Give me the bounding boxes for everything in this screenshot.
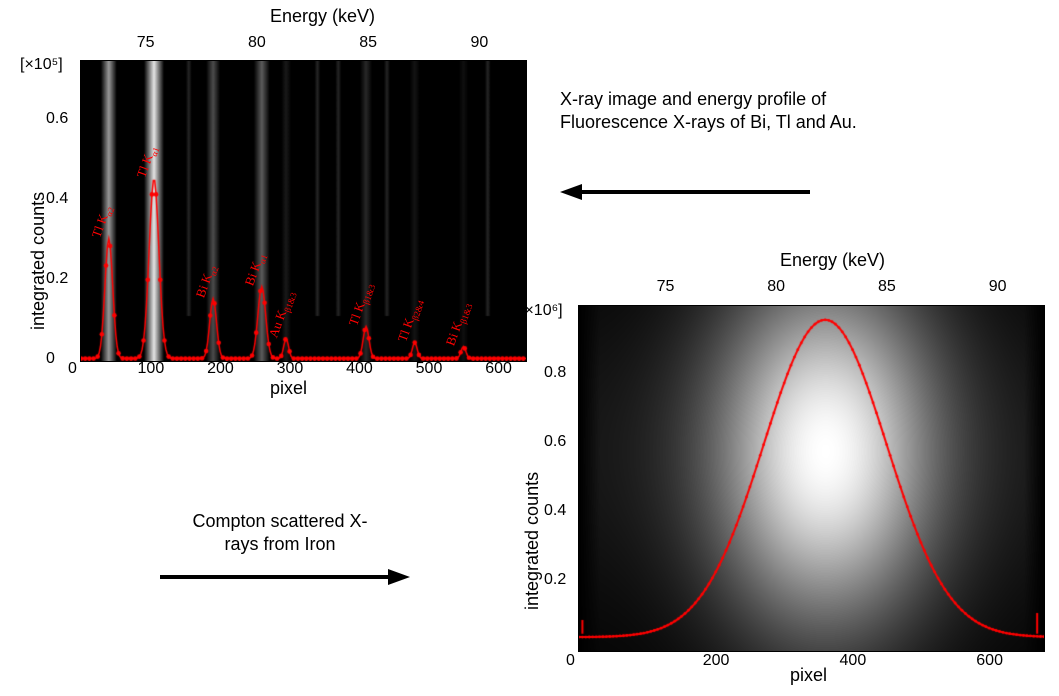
chart1-y-label: integrated counts [28,192,49,330]
chart2-top-tick: 85 [878,278,896,296]
chart2-y-tick: 0.2 [544,571,566,589]
chart2-top-tick: 80 [767,278,785,296]
arrow-right [150,565,410,594]
chart-1: Energy (keV) 75 80 85 90 [×10⁵] Tl Kα2Tl Kα… [20,0,540,400]
chart2-bottom-title: pixel [790,665,827,686]
chart2-bottom-tick: 600 [976,652,1003,670]
arrow-left [560,180,820,209]
caption-top-right-line1: X-ray image and energy profile ofFluores… [560,89,857,132]
chart1-top-tick: 85 [359,34,377,52]
arrow-left-svg [560,180,820,204]
chart2-bottom-tick: 400 [840,652,867,670]
chart2-bottom-tick: 0 [566,652,575,670]
chart2-y-tick: 0.4 [544,502,566,520]
caption-bottom-left: Compton scattered X-rays from Iron [130,510,430,557]
page-root: Energy (keV) 75 80 85 90 [×10⁵] Tl Kα2Tl Kα… [0,0,1059,696]
chart1-bottom-tick: 500 [416,360,443,378]
chart2-y-label: integrated counts [522,472,543,610]
chart1-top-tick: 90 [471,34,489,52]
chart1-bottom-tick: 0 [68,360,77,378]
chart2-y-tick: 0.6 [544,433,566,451]
chart1-bottom-tick: 400 [346,360,373,378]
chart2-top-tick: 75 [657,278,675,296]
chart2-plot-area [578,305,1045,652]
arrow-right-svg [150,565,410,589]
caption-top-right: X-ray image and energy profile ofFluores… [560,88,1040,135]
chart2-y-tick: 0.8 [544,364,566,382]
chart1-top-tick: 75 [137,34,155,52]
chart1-y-tick: 0.4 [46,190,76,208]
chart1-y-tick: 0.6 [46,110,76,128]
chart2-top-tick: 90 [989,278,1007,296]
chart1-bottom-tick: 200 [207,360,234,378]
chart-2: Energy (keV) 75 80 85 90 [×10⁶] 0.2 0.4 0.6 0.… [510,250,1059,690]
chart2-y-exponent: [×10⁶] [520,302,563,320]
chart2-bottom-tick: 200 [703,652,730,670]
chart1-bottom-tick: 100 [138,360,165,378]
chart1-y-exponent: [×10⁵] [20,56,63,74]
chart1-bottom-tick: 600 [485,360,512,378]
chart1-bottom-title: pixel [270,378,307,399]
chart1-top-title: Energy (keV) [270,6,375,27]
caption-bottom-left-text: Compton scattered X-rays from Iron [192,511,367,554]
chart2-top-title: Energy (keV) [780,250,885,271]
chart1-top-tick: 80 [248,34,266,52]
chart1-y-tick: 0.2 [46,270,76,288]
chart1-plot-area: Tl Kα2Tl Kα1Bi Kα2Bi Kα1Au Kβ1&3Tl Kβ1&3… [80,60,527,362]
chart2-canvas [579,306,1044,651]
chart1-bottom-tick: 300 [277,360,304,378]
